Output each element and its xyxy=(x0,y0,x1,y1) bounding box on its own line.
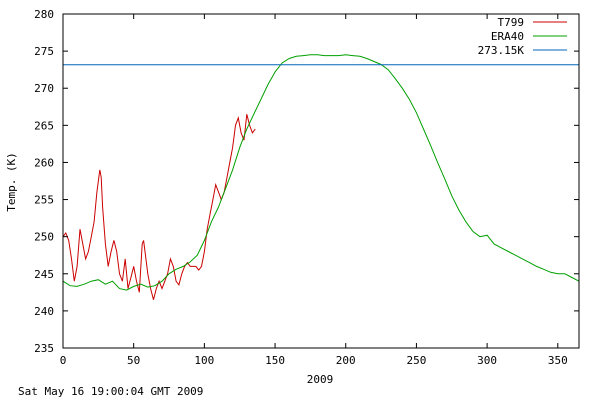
y-tick-label: 260 xyxy=(34,156,54,169)
y-tick-label: 255 xyxy=(34,194,54,207)
plot-frame xyxy=(62,13,580,349)
x-tick-label: 250 xyxy=(406,354,426,367)
legend-label: ERA40 xyxy=(491,30,524,43)
y-tick-label: 250 xyxy=(34,231,54,244)
x-tick-label: 0 xyxy=(60,354,67,367)
x-tick-label: 50 xyxy=(127,354,140,367)
y-tick-label: 265 xyxy=(34,119,54,132)
y-tick-label: 270 xyxy=(34,82,54,95)
x-tick-label: 200 xyxy=(336,354,356,367)
series-line-2 xyxy=(62,54,580,291)
y-tick-label: 275 xyxy=(34,45,54,58)
y-axis-label: Temp. (K) xyxy=(5,152,18,212)
legend-label: 273.15K xyxy=(478,44,525,57)
y-tick-label: 240 xyxy=(34,305,54,318)
y-tick-label: 235 xyxy=(34,342,54,355)
series-line-1 xyxy=(62,114,256,300)
y-tick-label: 245 xyxy=(34,268,54,281)
x-tick-label: 150 xyxy=(265,354,285,367)
x-tick-label: 350 xyxy=(548,354,568,367)
x-tick-label: 300 xyxy=(477,354,497,367)
x-axis-label: 2009 xyxy=(307,373,334,386)
legend-label: T799 xyxy=(498,16,525,29)
timestamp-footer: Sat May 16 19:00:04 GMT 2009 xyxy=(18,385,204,398)
x-tick-label: 100 xyxy=(194,354,214,367)
y-tick-label: 280 xyxy=(34,8,54,21)
